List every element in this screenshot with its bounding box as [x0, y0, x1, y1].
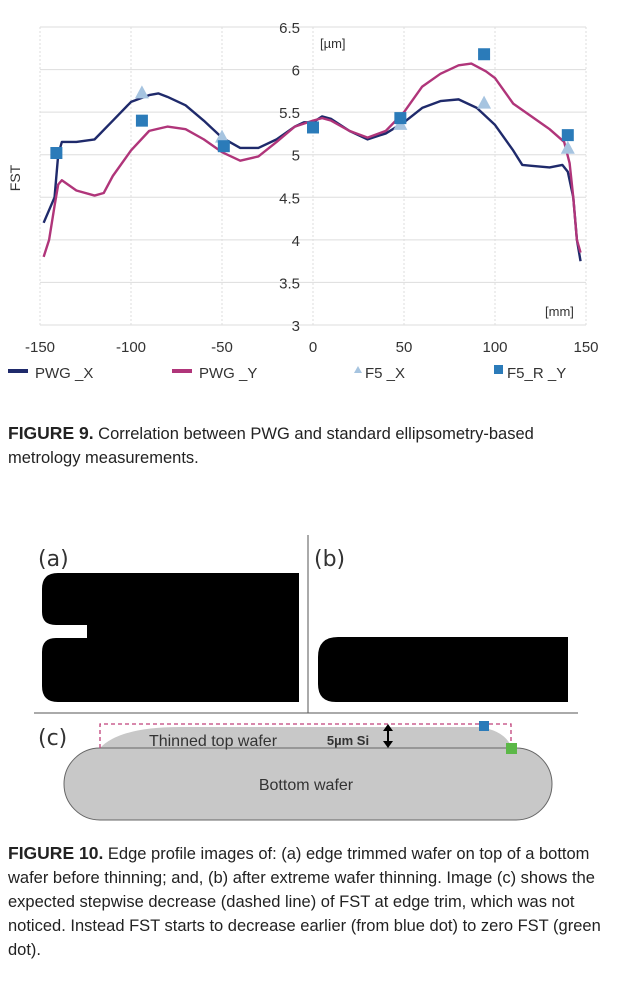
chart-series: [42, 48, 582, 262]
f5-r-y-point: [561, 129, 574, 142]
figure-10-caption-text: Edge profile images of: (a) edge trimmed…: [8, 845, 601, 959]
panel-a-label: (a): [38, 547, 69, 572]
y-unit-label: [µm]: [320, 36, 346, 51]
si-thickness-label: 5µm Si: [327, 733, 369, 748]
y-tick-label: 4: [292, 233, 300, 250]
panel-b-wafer-profile: [318, 637, 568, 702]
legend-swatch: [8, 369, 28, 373]
f5-r-y-point: [135, 114, 148, 127]
figure-10-diagram: (a) (b) (c) Thinned top wafer 5µm Si Bot…: [34, 535, 578, 821]
legend-label: F5_R _Y: [507, 365, 566, 382]
legend-label: PWG _X: [35, 365, 93, 382]
green-dot-marker: [506, 743, 517, 754]
legend-swatch: [172, 369, 192, 373]
x-tick-label: 150: [573, 339, 598, 356]
figure-9-caption-text: Correlation between PWG and standard ell…: [8, 425, 534, 467]
f5-x-point: [477, 95, 492, 109]
y-tick-label: 6.5: [279, 20, 300, 37]
y-tick-label: 3: [292, 318, 300, 335]
bottom-wafer: [63, 747, 553, 821]
thinned-top-wafer: [100, 727, 512, 748]
x-tick-label: -100: [116, 339, 146, 356]
figure-9-caption: FIGURE 9. Correlation between PWG and st…: [8, 421, 608, 470]
y-axis-label: FST: [7, 164, 23, 191]
legend-label: F5 _X: [365, 365, 405, 382]
chart-ticks: 3 3.5 4 4.5 5 5.5 6 6.5 -150 -100 -50 0 50 100 150: [25, 20, 599, 356]
figure-9-chart: 3 3.5 4 4.5 5 5.5 6 6.5 -150 -100 -50 0 50 100 150 FST…: [7, 20, 599, 382]
series-line-pwg-x: [42, 92, 582, 262]
figure-9-caption-label: FIGURE 9.: [8, 423, 94, 443]
y-tick-label: 3.5: [279, 275, 300, 292]
panel-b-label: (b): [314, 547, 345, 572]
f5-r-y-point: [478, 48, 491, 61]
f5-x-point: [134, 85, 149, 99]
legend-label: PWG _Y: [199, 365, 257, 382]
x-tick-label: 50: [396, 339, 413, 356]
chart-legend: PWG _X PWG _Y F5 _X F5_R _Y: [8, 365, 566, 382]
panel-a-wafer-profile: [42, 573, 299, 702]
x-tick-label: 100: [482, 339, 507, 356]
f5-r-y-point: [307, 121, 319, 134]
y-tick-label: 5: [292, 148, 300, 165]
figure-10-caption: FIGURE 10. Edge profile images of: (a) e…: [8, 841, 608, 962]
chart-grid: [39, 26, 587, 326]
x-tick-label: -50: [211, 339, 233, 356]
panel-c-label: (c): [38, 726, 67, 751]
y-tick-label: 6: [292, 63, 300, 80]
f5-x-point: [560, 140, 575, 154]
x-axis-label: [mm]: [545, 304, 574, 319]
x-tick-label: 0: [309, 339, 317, 356]
x-tick-label: -150: [25, 339, 55, 356]
bottom-wafer-label: Bottom wafer: [259, 777, 354, 794]
series-line-pwg-y: [42, 62, 582, 258]
f5-x-point: [215, 129, 229, 143]
y-tick-label: 4.5: [279, 190, 300, 207]
thickness-arrow-icon: [383, 724, 393, 748]
f5-r-y-point: [394, 112, 407, 125]
y-tick-label: 5.5: [279, 105, 300, 122]
f5-r-y-point: [217, 140, 230, 153]
legend-swatch: [494, 365, 503, 374]
legend-swatch: [354, 366, 362, 373]
f5-r-y-point: [50, 147, 63, 160]
figure-10-caption-label: FIGURE 10.: [8, 843, 104, 863]
blue-dot-marker: [479, 721, 489, 731]
thinned-top-wafer-label: Thinned top wafer: [149, 733, 278, 750]
